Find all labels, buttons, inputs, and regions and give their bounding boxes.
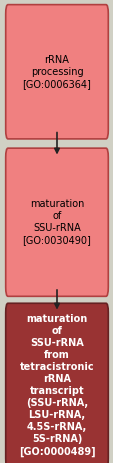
Text: maturation
of
SSU-rRNA
from
tetracistronic
rRNA
transcript
(SSU-rRNA,
LSU-rRNA,
: maturation of SSU-rRNA from tetracistron… <box>19 314 94 457</box>
FancyBboxPatch shape <box>6 5 107 139</box>
Text: maturation
of
SSU-rRNA
[GO:0030490]: maturation of SSU-rRNA [GO:0030490] <box>22 199 91 245</box>
FancyBboxPatch shape <box>6 148 107 296</box>
FancyBboxPatch shape <box>6 303 107 463</box>
Text: rRNA
processing
[GO:0006364]: rRNA processing [GO:0006364] <box>22 55 91 89</box>
